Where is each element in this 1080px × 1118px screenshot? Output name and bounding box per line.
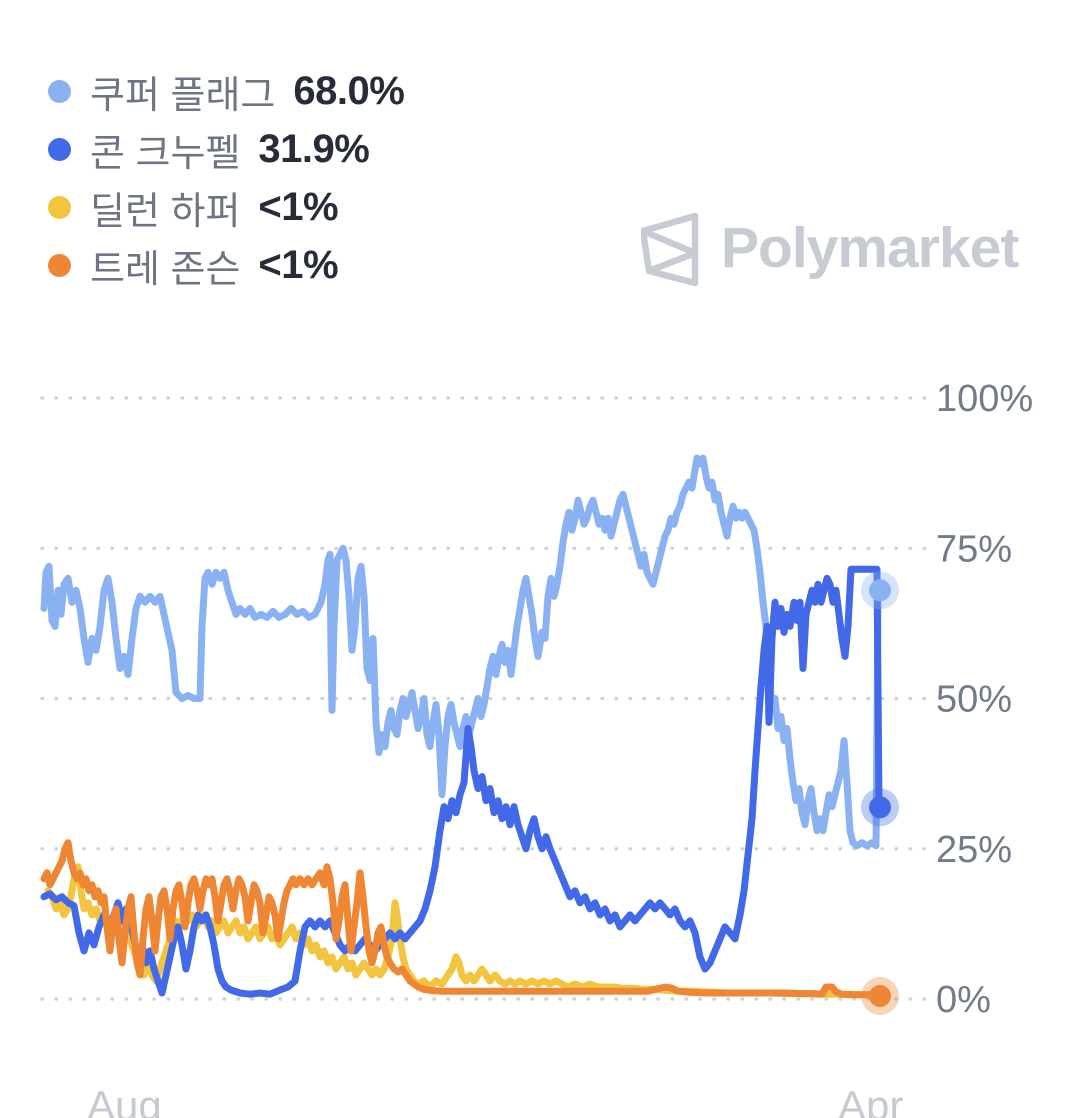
legend-item-label: 쿠퍼 플래그 [90,74,276,117]
y-axis-label: 75% [936,528,1012,570]
legend-item-label: 콘 크누펠 [90,132,241,175]
polymarket-logo-icon [641,212,699,287]
series-end-dot-kon-knueppel [869,796,891,819]
series-line-cooper-flagg [40,454,884,850]
y-axis-label: 100% [936,378,1033,420]
x-axis-label: Apr [838,1082,903,1118]
legend-item-value: 68.0% [293,68,405,113]
legend-item-value: <1% [258,242,339,287]
series-line-tre-johnson [40,839,884,999]
legend: 쿠퍼 플래그 68.0% 콘 크누펠 31.9% 딜런 하퍼 <1% 트레 존슨… [48,62,405,294]
polymarket-logo-text: Polymarket [721,216,1019,280]
legend-dot-icon [48,137,71,161]
series-end-dot-tre-johnson [869,985,891,1007]
legend-item-dylan-harper[interactable]: 딜런 하퍼 <1% [48,178,404,236]
y-axis-label: 25% [936,829,1012,871]
y-axis-label: 50% [936,679,1012,721]
legend-item-kon-knueppel[interactable]: 콘 크누펠 31.9% [48,120,404,178]
legend-item-value: <1% [258,184,339,229]
x-axis-label: Aug [87,1082,162,1118]
polymarket-watermark: Polymarket [641,209,1019,287]
legend-dot-icon [48,195,71,219]
series-line-dylan-harper [44,863,884,999]
y-axis-label: 0% [936,979,991,1021]
legend-item-label: 트레 존슨 [90,248,241,291]
legend-dot-icon [48,79,71,103]
series-end-dot-cooper-flagg [869,579,891,602]
legend-dot-icon [48,253,71,277]
legend-item-tre-johnson[interactable]: 트레 존슨 <1% [48,236,404,294]
legend-item-cooper-flagg[interactable]: 쿠퍼 플래그 68.0% [48,62,405,120]
legend-item-value: 31.9% [258,126,370,171]
legend-item-label: 딜런 하퍼 [90,190,241,233]
series-line-kon-knueppel [40,565,884,998]
